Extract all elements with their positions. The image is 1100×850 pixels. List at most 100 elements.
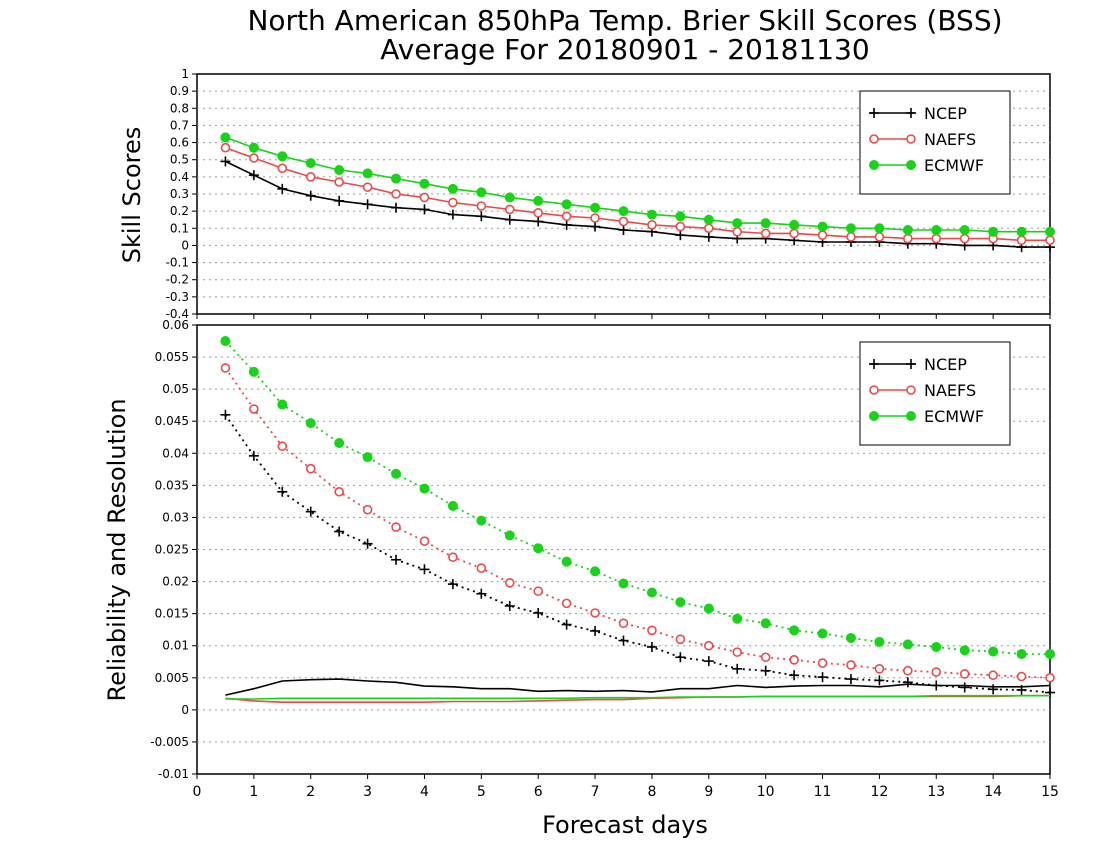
top-naefs-point-9 [476, 201, 487, 211]
bottom-resolution-naefs-point-7 [419, 536, 430, 546]
top-ecmwf-point-1 [248, 142, 259, 153]
x-tick-label: 5 [477, 784, 486, 800]
top-naefs-point-10 [504, 204, 515, 215]
top-y-tick-label: 0.4 [170, 170, 189, 184]
x-tick-label: 12 [870, 784, 888, 800]
top-naefs-point-7 [419, 192, 430, 203]
top-y-tick-label: 0.8 [170, 101, 189, 115]
top-y-tick-label: 0.3 [170, 187, 189, 201]
bottom-resolution-naefs-point-0 [220, 363, 231, 373]
bottom-legend-r-ecmwf-point-ECMWF [906, 411, 916, 421]
top-ecmwf-point-14 [618, 206, 629, 217]
bottom-resolution-naefs-point-5 [362, 504, 373, 515]
top-ecmwf-point-6 [391, 173, 402, 184]
top-ecmwf-point-16 [675, 211, 686, 222]
bottom-ncep-reliability-line [225, 678, 1051, 696]
top-naefs-point-13 [590, 213, 600, 223]
top-ecmwf-point-28 [1016, 226, 1027, 237]
bottom-y-tick-label: -0.01 [158, 767, 189, 781]
bottom-resolution-naefs-point-21 [817, 658, 828, 668]
bottom-resolution-ecmwf-point-10 [504, 530, 515, 541]
bottom-resolution-naefs-point-19 [760, 652, 771, 663]
bottom-resolution-ecmwf-point-6 [391, 468, 402, 479]
bottom-resolution-ecmwf-point-12 [561, 556, 572, 567]
bottom-resolution-ecmwf-point-19 [760, 618, 771, 629]
bottom-resolution-ecmwf-point-5 [362, 452, 373, 463]
top-legend-ecmwf-label: ECMWF [924, 156, 984, 175]
bottom-resolution-naefs-point-29 [1045, 672, 1055, 683]
top-naefs-point-5 [362, 182, 373, 192]
bottom-y-tick-label: 0.045 [155, 414, 189, 428]
top-ecmwf-point-20 [789, 219, 800, 230]
top-ecmwf-point-9 [476, 187, 487, 198]
top-naefs-point-29 [1045, 235, 1055, 246]
bottom-resolution-naefs-point-18 [732, 647, 743, 657]
x-tick-label: 1 [249, 784, 258, 800]
bottom-resolution-ecmwf-point-3 [305, 418, 316, 429]
x-tick-label: 4 [420, 784, 429, 800]
top-ecmwf-point-27 [988, 226, 999, 237]
top-naefs-point-24 [903, 233, 913, 244]
bottom-y-tick-label: 0.03 [162, 510, 189, 524]
top-ecmwf-point-29 [1045, 226, 1055, 237]
bottom-resolution-naefs-point-2 [277, 441, 288, 452]
bottom-y-tick-label: 0.02 [162, 575, 189, 589]
top-legend-l-naefs-point-NAEFS [869, 134, 879, 144]
top-legend-ncep-label: NCEP [924, 104, 967, 123]
bottom-resolution-ecmwf-point-8 [447, 500, 458, 511]
bottom-resolution-naefs-point-20 [789, 655, 799, 665]
bottom-y-tick-label: 0.025 [155, 543, 189, 557]
top-naefs-point-14 [618, 216, 629, 227]
top-ecmwf-point-3 [305, 158, 316, 169]
bottom-resolution-ecmwf-point-17 [703, 603, 714, 614]
bottom-resolution-ecmwf-point-1 [248, 366, 259, 377]
top-naefs-point-19 [760, 228, 771, 239]
top-naefs-point-23 [874, 232, 885, 242]
bottom-resolution-ecmwf-point-0 [220, 336, 231, 347]
x-tick-label: 15 [1041, 784, 1059, 800]
top-ecmwf-point-8 [447, 183, 458, 194]
bottom-y-tick-label: 0.005 [155, 671, 189, 685]
top-ecmwf-point-10 [504, 192, 515, 203]
bottom-naefs-resolution-line [224, 367, 1051, 679]
top-naefs-point-17 [703, 223, 714, 234]
x-tick-label: 0 [193, 784, 202, 800]
bottom-resolution-naefs-point-27 [988, 670, 998, 681]
bottom-resolution-naefs-point-28 [1016, 671, 1027, 682]
top-ecmwf-point-15 [646, 209, 657, 220]
bottom-resolution-naefs-point-16 [675, 634, 686, 645]
bottom-y-axis-label: Reliability and Resolution [103, 398, 131, 701]
bottom-resolution-ecmwf-point-9 [476, 515, 487, 526]
top-y-tick-label: 0.5 [170, 153, 189, 167]
bottom-resolution-ecmwf-point-28 [1016, 649, 1027, 660]
bottom-resolution-ecmwf-point-26 [959, 645, 970, 656]
top-y-tick-label: 1 [181, 67, 189, 81]
bottom-legend-box [859, 341, 1011, 446]
top-naefs-point-18 [732, 226, 743, 237]
bottom-resolution-ecmwf-point-24 [902, 639, 913, 650]
top-y-tick-label: 0.1 [170, 221, 189, 235]
top-naefs-point-3 [305, 172, 316, 182]
top-ecmwf-point-2 [277, 151, 288, 162]
skill-scores-panel: -0.4 -0.3 -0.2 -0.1 0 0.1 0.2 0.3 0.4 0.5 0.6 0.7 0.… [166, 67, 1055, 321]
bottom-resolution-ecmwf-point-29 [1045, 649, 1055, 660]
bottom-resolution-ecmwf-point-22 [845, 633, 856, 644]
top-naefs-point-0 [220, 142, 231, 153]
top-naefs-point-22 [846, 232, 856, 242]
bottom-resolution-naefs-point-4 [334, 486, 344, 497]
x-tick-label: 7 [591, 784, 600, 800]
bottom-resolution-ecmwf-point-13 [590, 566, 601, 577]
x-tick-label: 6 [534, 784, 543, 800]
top-naefs-point-16 [675, 221, 686, 232]
x-tick-label: 8 [647, 784, 656, 800]
top-ecmwf-point-11 [533, 195, 544, 206]
top-ecmwf-point-21 [817, 221, 828, 232]
top-naefs-point-25 [931, 233, 942, 244]
bottom-legend-l-naefs-point-NAEFS [869, 385, 879, 395]
top-legend-naefs-label: NAEFS [924, 130, 976, 149]
chart-title-line2: Average For 20180901 - 20181130 [380, 33, 869, 66]
bottom-resolution-naefs-point-6 [391, 522, 401, 532]
bottom-resolution-ecmwf-point-11 [533, 543, 544, 554]
top-legend-l-ecmwf-point-ECMWF [869, 160, 879, 170]
top-y-tick-label: -0.3 [166, 290, 189, 304]
